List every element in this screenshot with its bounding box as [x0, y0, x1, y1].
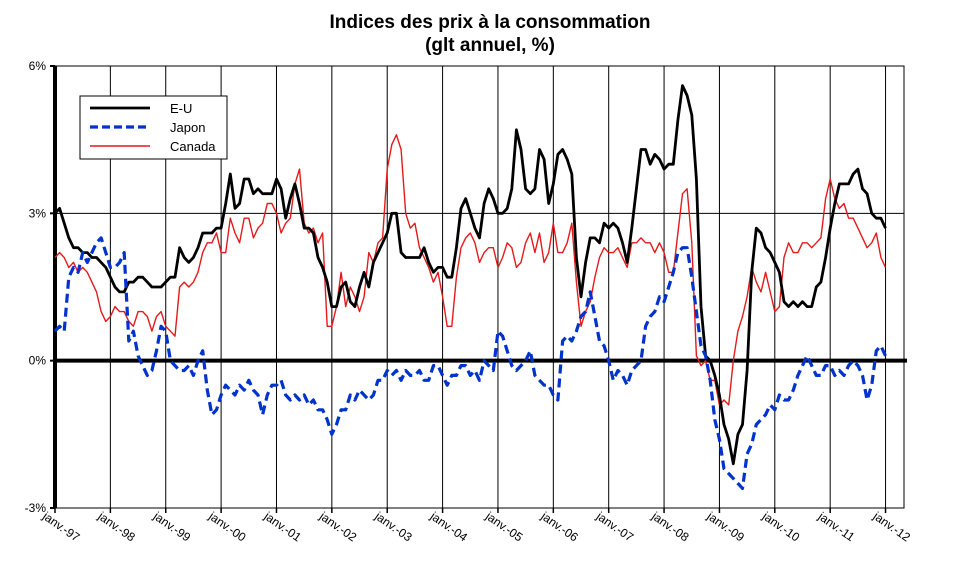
series-line-eu — [53, 84, 887, 466]
x-tick-label: janv.-00 — [205, 508, 248, 544]
x-tick-label: janv.-98 — [95, 508, 138, 544]
chart-title: Indices des prix à la consommation — [330, 12, 651, 33]
x-tick-label: janv.-05 — [482, 508, 525, 544]
y-tick-label: 3% — [29, 206, 47, 220]
y-tick-label: 6% — [29, 59, 47, 73]
x-tick-label: janv.-08 — [648, 508, 691, 544]
series-line-japon — [53, 236, 887, 490]
legend: E-U Japon Canada — [79, 95, 228, 160]
x-tick-label: janv.-01 — [261, 508, 304, 544]
y-tick-label: -3% — [25, 501, 47, 515]
x-tick-label: janv.-03 — [372, 508, 415, 544]
legend-label: Canada — [170, 139, 216, 154]
x-tick-label: janv.-12 — [870, 508, 913, 544]
x-tick-label: janv.-10 — [759, 508, 802, 544]
series-line-canada — [54, 134, 887, 406]
chart-subtitle: (glt annuel, %) — [425, 35, 555, 56]
legend-label: Japon — [170, 120, 205, 135]
x-tick-label: janv.-09 — [704, 508, 747, 544]
x-tick-label: janv.-04 — [427, 508, 470, 544]
x-tick-label: janv.-02 — [316, 508, 359, 544]
y-tick-label: 0% — [29, 354, 47, 368]
x-tick-label: janv.-07 — [593, 508, 636, 544]
legend-label: E-U — [170, 101, 192, 116]
x-tick-label: janv.-06 — [538, 508, 581, 544]
x-tick-label: janv.-99 — [150, 508, 193, 544]
x-tick-label: janv.-11 — [815, 509, 858, 545]
